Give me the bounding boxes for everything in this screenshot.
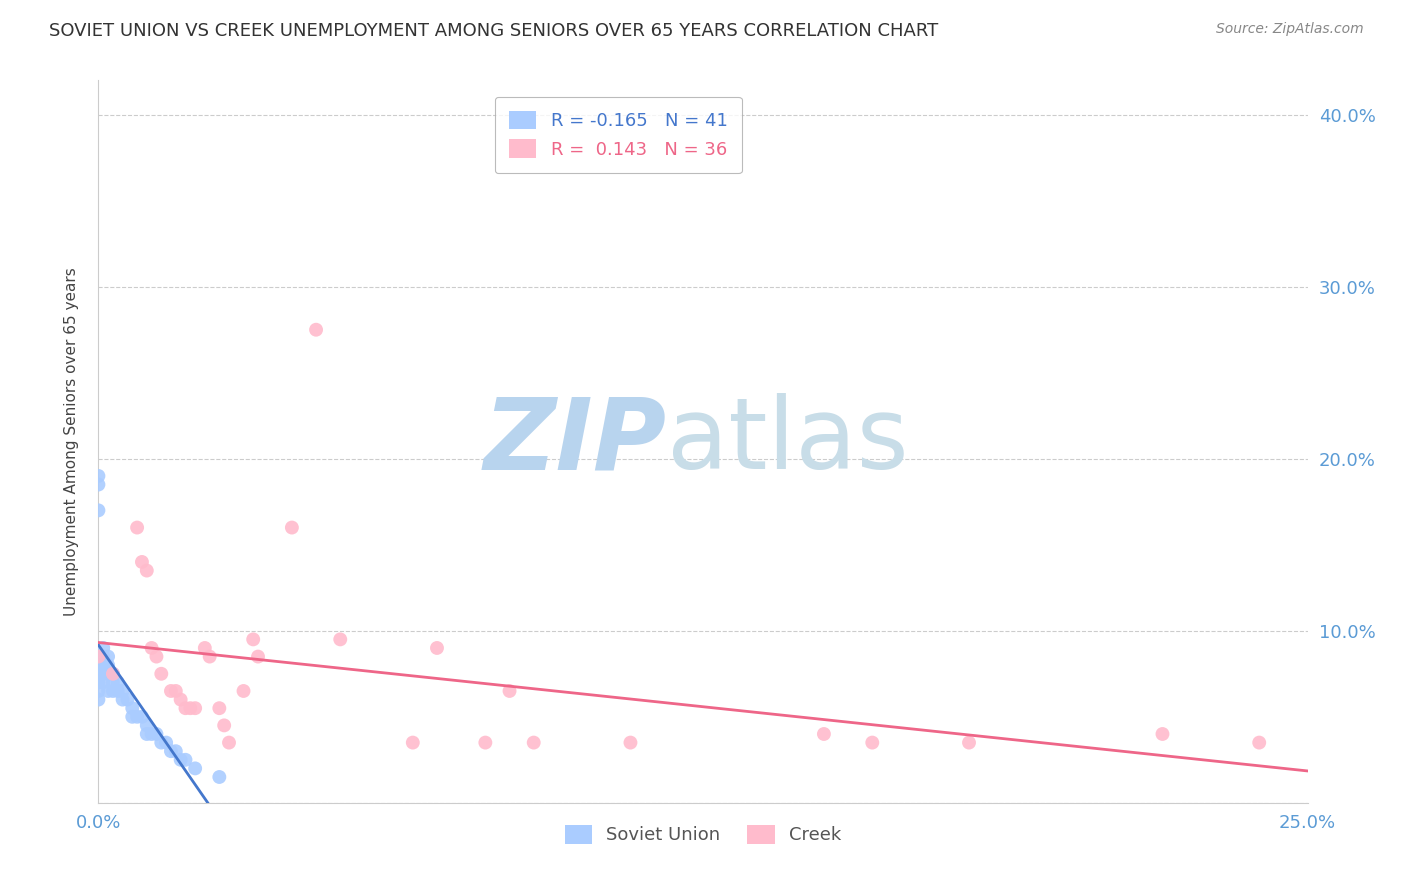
Point	[101, 666, 124, 681]
Point	[145, 649, 167, 664]
Point	[141, 640, 163, 655]
Point	[474, 735, 496, 749]
Point	[135, 718, 157, 732]
Y-axis label: Unemployment Among Seniors over 65 years: Unemployment Among Seniors over 65 years	[65, 268, 79, 615]
Text: Source: ZipAtlas.com: Source: ZipAtlas.com	[1216, 22, 1364, 37]
Point	[101, 684, 124, 698]
Point	[91, 649, 114, 664]
Point	[97, 649, 120, 664]
Point	[208, 701, 231, 715]
Point	[117, 692, 139, 706]
Point	[135, 727, 157, 741]
Point	[97, 658, 120, 673]
Point	[232, 684, 254, 698]
Point	[247, 649, 270, 664]
Point	[127, 710, 149, 724]
Point	[91, 658, 114, 673]
Point	[87, 675, 110, 690]
Point	[87, 477, 110, 491]
Point	[121, 710, 143, 724]
Point	[87, 666, 110, 681]
Point	[141, 727, 163, 741]
Point	[165, 684, 187, 698]
Point	[218, 735, 240, 749]
Point	[150, 735, 173, 749]
Point	[91, 666, 114, 681]
Text: ZIP: ZIP	[484, 393, 666, 490]
Point	[1152, 727, 1174, 741]
Point	[87, 692, 110, 706]
Point	[111, 684, 134, 698]
Point	[957, 735, 980, 749]
Point	[111, 692, 134, 706]
Point	[174, 753, 197, 767]
Point	[101, 675, 124, 690]
Point	[160, 684, 183, 698]
Point	[402, 735, 425, 749]
Point	[87, 649, 110, 664]
Point	[179, 701, 201, 715]
Point	[131, 555, 153, 569]
Point	[87, 469, 110, 483]
Point	[87, 684, 110, 698]
Point	[101, 666, 124, 681]
Point	[860, 735, 883, 749]
Point	[426, 640, 449, 655]
Point	[305, 323, 328, 337]
Legend: Soviet Union, Creek: Soviet Union, Creek	[558, 818, 848, 852]
Point	[498, 684, 520, 698]
Point	[160, 744, 183, 758]
Point	[145, 727, 167, 741]
Point	[619, 735, 641, 749]
Point	[242, 632, 264, 647]
Point	[212, 718, 235, 732]
Text: atlas: atlas	[666, 393, 908, 490]
Point	[184, 701, 207, 715]
Text: SOVIET UNION VS CREEK UNEMPLOYMENT AMONG SENIORS OVER 65 YEARS CORRELATION CHART: SOVIET UNION VS CREEK UNEMPLOYMENT AMONG…	[49, 22, 938, 40]
Point	[127, 520, 149, 534]
Point	[169, 692, 191, 706]
Point	[107, 675, 129, 690]
Point	[169, 753, 191, 767]
Point	[208, 770, 231, 784]
Point	[174, 701, 197, 715]
Point	[131, 710, 153, 724]
Point	[165, 744, 187, 758]
Point	[150, 666, 173, 681]
Point	[1249, 735, 1271, 749]
Point	[87, 658, 110, 673]
Point	[194, 640, 217, 655]
Point	[329, 632, 352, 647]
Point	[91, 675, 114, 690]
Point	[121, 701, 143, 715]
Point	[184, 761, 207, 775]
Point	[135, 564, 157, 578]
Point	[281, 520, 304, 534]
Point	[107, 684, 129, 698]
Point	[523, 735, 546, 749]
Point	[87, 503, 110, 517]
Point	[91, 640, 114, 655]
Point	[97, 684, 120, 698]
Point	[813, 727, 835, 741]
Point	[97, 666, 120, 681]
Point	[198, 649, 221, 664]
Point	[155, 735, 177, 749]
